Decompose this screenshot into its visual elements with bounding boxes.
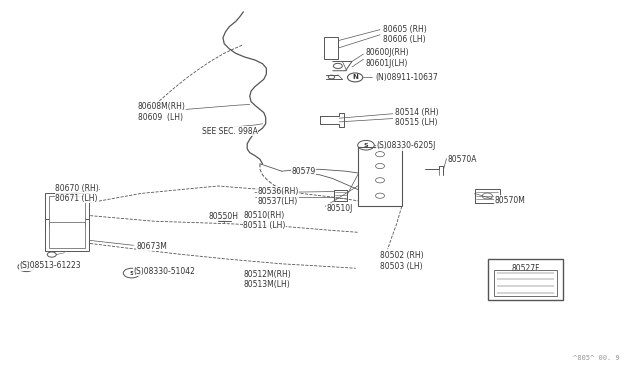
Text: 80527F: 80527F bbox=[511, 264, 540, 273]
Text: 80570M: 80570M bbox=[494, 196, 525, 205]
Text: S: S bbox=[24, 264, 29, 269]
Text: 80514 (RH)
80515 (LH): 80514 (RH) 80515 (LH) bbox=[396, 108, 439, 127]
Text: 80570A: 80570A bbox=[448, 155, 477, 164]
Bar bbox=[488, 259, 563, 300]
Text: (N)08911-10637: (N)08911-10637 bbox=[375, 73, 438, 82]
Bar bbox=[324, 37, 338, 58]
Text: 80673M: 80673M bbox=[137, 242, 168, 251]
Text: 80512M(RH)
80513M(LH): 80512M(RH) 80513M(LH) bbox=[243, 270, 291, 289]
Text: S: S bbox=[364, 143, 368, 148]
Text: (S)08513-61223: (S)08513-61223 bbox=[20, 261, 81, 270]
Text: 80670 (RH)
80671 (LH): 80670 (RH) 80671 (LH) bbox=[55, 184, 99, 203]
Text: 80536(RH)
80537(LH): 80536(RH) 80537(LH) bbox=[257, 187, 299, 206]
Text: (S)08330-6205J: (S)08330-6205J bbox=[376, 141, 436, 151]
Text: 80605 (RH)
80606 (LH): 80605 (RH) 80606 (LH) bbox=[383, 25, 426, 45]
Text: 80608M(RH)
80609  (LH): 80608M(RH) 80609 (LH) bbox=[138, 102, 186, 122]
Bar bbox=[45, 219, 89, 251]
Text: SEE SEC. 998A: SEE SEC. 998A bbox=[202, 126, 258, 136]
Text: 80579: 80579 bbox=[291, 167, 316, 176]
Text: N: N bbox=[352, 74, 358, 80]
Text: 80502 (RH)
80503 (LH): 80502 (RH) 80503 (LH) bbox=[380, 251, 424, 270]
Text: 80510J: 80510J bbox=[326, 204, 353, 213]
Bar bbox=[358, 147, 402, 206]
Text: 80600J(RH)
80601J(LH): 80600J(RH) 80601J(LH) bbox=[366, 48, 410, 68]
Text: ^805^ 00. 9: ^805^ 00. 9 bbox=[573, 355, 620, 361]
Bar bbox=[494, 270, 557, 296]
Text: (S)08330-51042: (S)08330-51042 bbox=[134, 267, 195, 276]
Text: 80550H: 80550H bbox=[209, 212, 239, 221]
Bar bbox=[49, 196, 85, 226]
Text: S: S bbox=[129, 270, 134, 276]
Bar bbox=[49, 222, 85, 248]
Text: 80510(RH)
80511 (LH): 80510(RH) 80511 (LH) bbox=[243, 211, 285, 230]
Bar bbox=[45, 193, 89, 229]
